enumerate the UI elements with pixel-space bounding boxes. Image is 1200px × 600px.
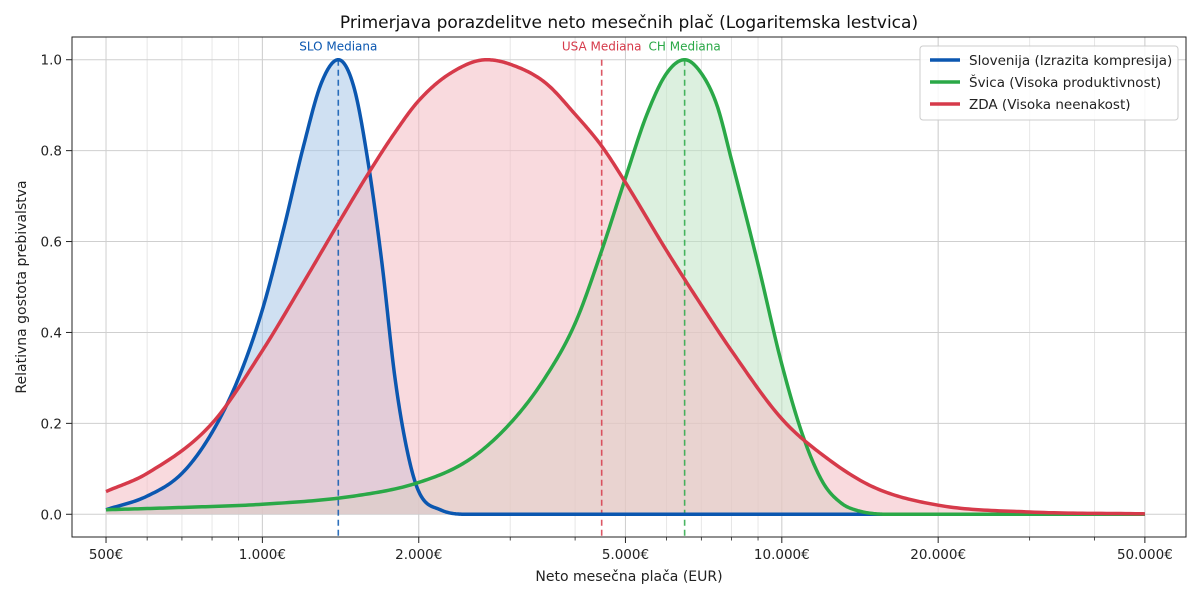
x-axis-ticks: 500€ 1.000€ 2.000€ 5.000€ 10.000€ 20.000€ 50.0… [89, 537, 1173, 563]
chart-title: Primerjava porazdelitve neto mesečnih pl… [340, 13, 918, 33]
x-tick-label: 2.000€ [395, 547, 442, 563]
y-tick-label: 0.2 [41, 416, 62, 432]
series-fill-2 [106, 59, 1145, 515]
y-tick-label: 0.8 [41, 144, 62, 160]
legend-label-1: Švica (Visoka produktivnost) [969, 73, 1161, 91]
legend-label-2: ZDA (Visoka neenakost) [969, 97, 1131, 113]
legend-box [919, 45, 1179, 121]
x-tick-label: 10.000€ [754, 547, 810, 563]
y-tick-label: 1.0 [41, 53, 62, 69]
x-tick-label: 5.000€ [602, 547, 649, 563]
median-label-1: USA Mediana [562, 40, 642, 54]
median-labels: SLO Mediana USA Mediana CH Mediana [299, 40, 721, 54]
plot-frame [71, 36, 1187, 538]
series-line-1 [105, 57, 1145, 517]
legend-label-0: Slovenija (Izrazita kompresija) [969, 53, 1172, 69]
x-axis-label: Neto mesečna plača (EUR) [535, 569, 722, 585]
median-label-0: SLO Mediana [299, 40, 377, 54]
x-tick-label: 1.000€ [239, 547, 286, 563]
series-fills [106, 59, 1145, 515]
x-tick-label: 20.000€ [910, 547, 966, 563]
y-tick-label: 0.0 [41, 507, 62, 523]
x-tick-label: 50.000€ [1117, 547, 1173, 563]
series-line-2 [105, 57, 1145, 516]
y-axis-label: Relativna gostota prebivalstva [14, 180, 30, 393]
median-label-2: CH Mediana [649, 40, 721, 54]
legend: Slovenija (Izrazita kompresija) Švica (Vi… [919, 45, 1179, 121]
y-tick-label: 0.6 [41, 235, 62, 251]
y-axis-ticks: 0.0 0.2 0.4 0.6 0.8 1.0 [41, 53, 72, 523]
series-line-0 [105, 57, 1145, 517]
x-tick-label: 500€ [89, 547, 123, 563]
y-tick-label: 0.4 [41, 325, 62, 341]
series-lines [105, 57, 1145, 517]
